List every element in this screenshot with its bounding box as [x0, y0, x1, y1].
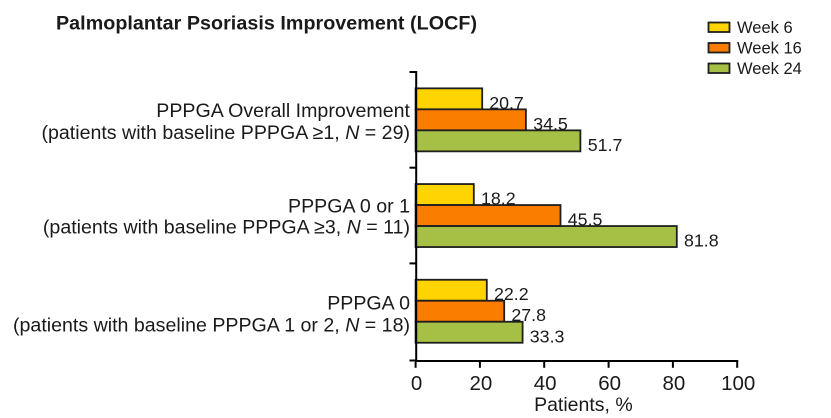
svg-text:51.7: 51.7 [588, 135, 623, 155]
svg-text:(patients with baseline PPPGA: (patients with baseline PPPGA ≥3, N = 11… [43, 216, 410, 238]
svg-text:81.8: 81.8 [684, 231, 719, 251]
svg-text:45.5: 45.5 [568, 210, 603, 230]
svg-text:20.7: 20.7 [489, 93, 524, 113]
svg-text:Week 24: Week 24 [737, 60, 802, 78]
svg-text:0: 0 [411, 372, 422, 395]
svg-text:PPPGA 0: PPPGA 0 [327, 292, 410, 314]
svg-text:Patients, %: Patients, % [534, 394, 633, 416]
svg-text:PPPGA 0 or 1: PPPGA 0 or 1 [288, 195, 410, 217]
svg-text:60: 60 [598, 372, 621, 395]
svg-text:34.5: 34.5 [533, 114, 568, 134]
svg-text:Week 6: Week 6 [737, 19, 793, 37]
svg-text:40: 40 [534, 372, 557, 395]
svg-text:Week 16: Week 16 [737, 40, 802, 58]
svg-text:PPPGA Overall Improvement: PPPGA Overall Improvement [156, 100, 410, 122]
svg-text:(patients with baseline PPPGA: (patients with baseline PPPGA 1 or 2, N … [13, 315, 410, 337]
svg-text:20: 20 [469, 372, 492, 395]
svg-text:18.2: 18.2 [481, 189, 516, 209]
svg-text:Palmoplantar Psoriasis Improve: Palmoplantar Psoriasis Improvement (LOCF… [56, 13, 477, 35]
svg-text:33.3: 33.3 [530, 326, 565, 346]
svg-text:80: 80 [662, 372, 685, 395]
svg-text:22.2: 22.2 [494, 284, 529, 304]
svg-text:27.8: 27.8 [511, 305, 546, 325]
svg-text:100: 100 [721, 372, 755, 395]
svg-text:(patients with baseline PPPGA: (patients with baseline PPPGA ≥1, N = 29… [41, 122, 410, 144]
